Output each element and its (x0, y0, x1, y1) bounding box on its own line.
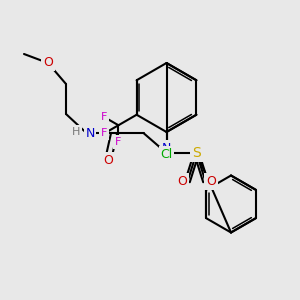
Text: F: F (101, 112, 107, 122)
Text: O: O (177, 175, 187, 188)
Text: F: F (101, 128, 107, 139)
Text: O: O (43, 56, 53, 70)
Text: S: S (192, 146, 201, 160)
Text: N: N (85, 127, 95, 140)
Text: Cl: Cl (160, 148, 172, 161)
Text: N: N (162, 142, 171, 155)
Text: F: F (115, 137, 122, 147)
Text: O: O (206, 175, 216, 188)
Text: H: H (72, 127, 81, 137)
Text: O: O (103, 154, 113, 167)
